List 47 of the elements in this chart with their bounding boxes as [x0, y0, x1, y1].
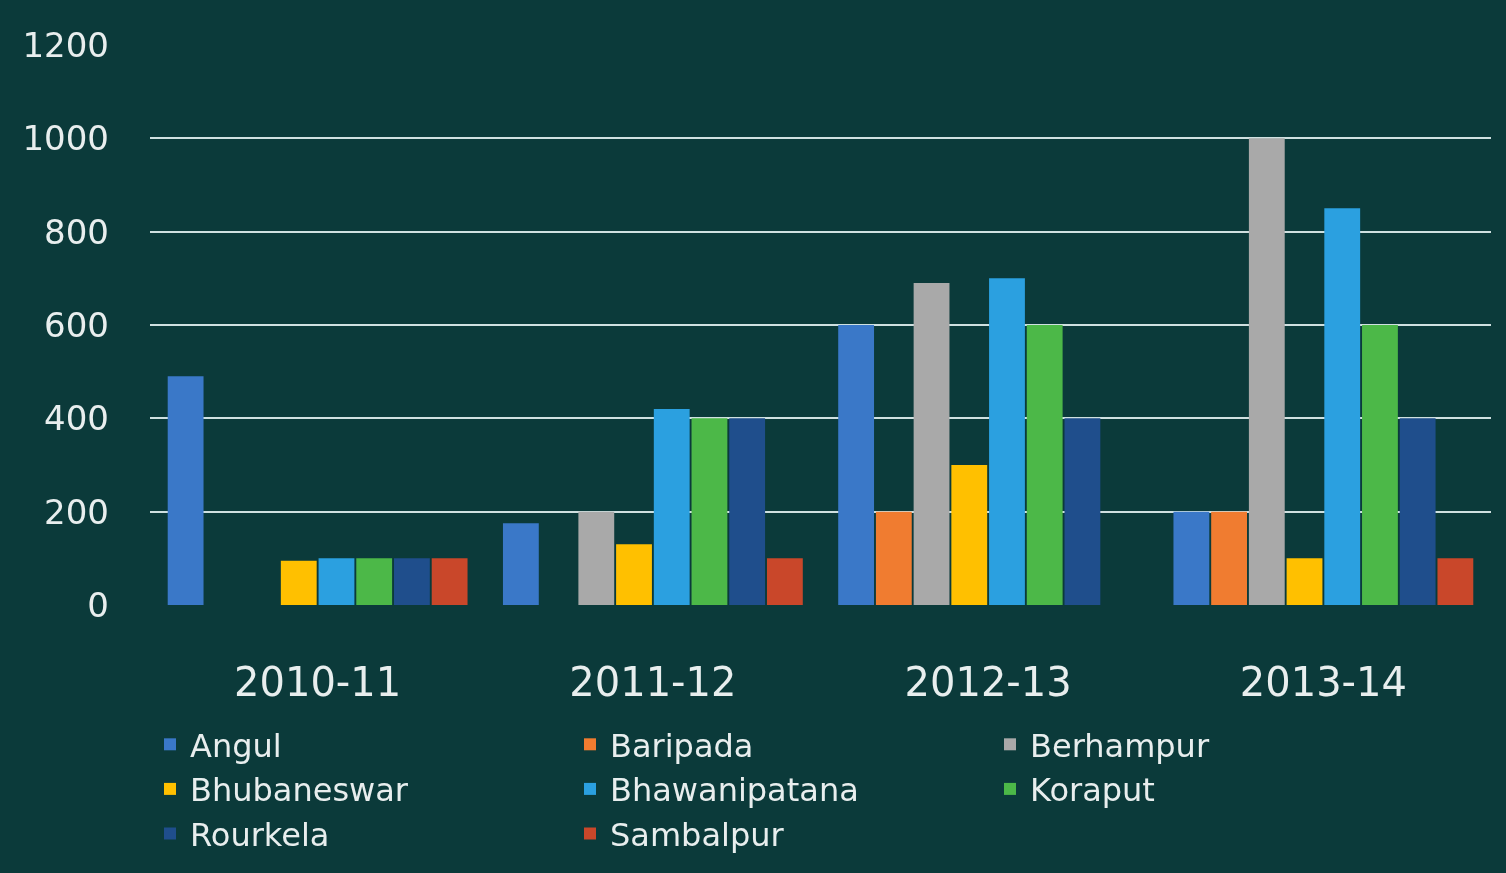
bar	[691, 418, 728, 605]
legend-label: Rourkela	[190, 815, 330, 854]
x-tick-label: 2010-11	[234, 659, 402, 705]
bar	[1324, 208, 1361, 605]
bar	[1064, 418, 1101, 605]
bar	[838, 325, 875, 605]
legend-label: Koraput	[1030, 771, 1155, 810]
bar	[502, 523, 539, 605]
y-tick-label: 400	[44, 398, 109, 439]
bar	[1173, 511, 1210, 605]
bar	[394, 558, 430, 605]
bar	[578, 511, 615, 605]
y-tick-label: 1200	[22, 24, 109, 65]
bar	[167, 376, 204, 605]
legend-label: Bhubaneswar	[190, 771, 409, 810]
y-tick-label: 0	[87, 584, 109, 625]
bar	[1248, 138, 1285, 605]
bar	[1026, 325, 1063, 605]
bar	[1286, 558, 1323, 605]
x-tick-label: 2013-14	[1239, 659, 1407, 705]
bar	[1399, 418, 1436, 605]
y-tick-label: 600	[44, 304, 109, 345]
bar	[318, 558, 355, 605]
bar	[766, 558, 803, 605]
y-tick-label: 800	[44, 211, 109, 252]
x-tick-label: 2011-12	[569, 659, 737, 705]
legend-label: Sambalpur	[610, 815, 785, 854]
bar	[729, 418, 766, 605]
legend-label: Angul	[190, 726, 282, 765]
legend-label: Baripada	[610, 726, 754, 765]
bar	[1211, 511, 1247, 605]
y-tick-label: 200	[44, 491, 109, 532]
bar	[431, 558, 468, 605]
bar	[951, 465, 988, 605]
legend-label: Bhawanipatana	[610, 771, 859, 810]
bar	[989, 278, 1025, 605]
bar	[616, 544, 652, 605]
bar	[356, 558, 393, 605]
bar	[1362, 325, 1398, 605]
legend-label: Berhampur	[1030, 726, 1210, 765]
y-tick-label: 1000	[22, 118, 109, 159]
bar	[875, 511, 912, 605]
bar	[1437, 558, 1474, 605]
bar	[653, 409, 690, 605]
bar	[913, 283, 950, 605]
bar	[280, 560, 317, 605]
x-tick-label: 2012-13	[904, 659, 1072, 705]
